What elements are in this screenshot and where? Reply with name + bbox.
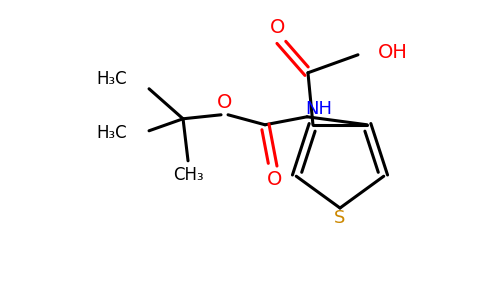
Text: OH: OH xyxy=(378,43,408,62)
Text: H₃C: H₃C xyxy=(96,124,127,142)
Text: CH₃: CH₃ xyxy=(173,166,203,184)
Text: S: S xyxy=(334,209,346,227)
Text: O: O xyxy=(267,170,283,189)
Text: NH: NH xyxy=(305,100,333,118)
Text: O: O xyxy=(270,18,286,37)
Text: H₃C: H₃C xyxy=(96,70,127,88)
Text: O: O xyxy=(217,93,233,112)
